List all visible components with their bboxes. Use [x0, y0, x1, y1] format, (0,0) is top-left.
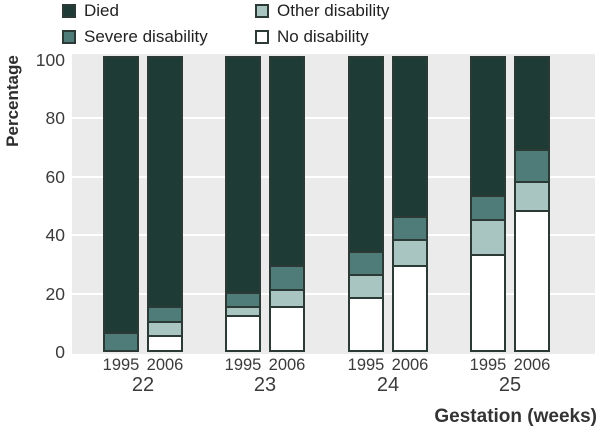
bar-23-1995	[225, 56, 261, 352]
segment-no_disability	[271, 306, 303, 350]
y-tick-label-40: 40	[45, 225, 65, 246]
segment-no_disability	[149, 335, 181, 350]
plot-area	[72, 54, 595, 354]
bar-22-2006	[147, 56, 183, 352]
legend-label-died: Died	[84, 1, 119, 20]
gridline-40	[72, 234, 595, 237]
bar-24-2006	[392, 56, 428, 352]
legend-label-severe-disability: Severe disability	[84, 27, 208, 46]
x-axis-title: Gestation (weeks)	[434, 406, 597, 427]
segment-no_disability	[227, 314, 259, 350]
bar-22-1995	[103, 56, 139, 352]
bar-23-2006	[269, 56, 305, 352]
segment-other_disability	[149, 320, 181, 336]
year-label-25-2006: 2006	[513, 356, 551, 374]
bar-24-1995	[348, 56, 384, 352]
segment-no_disability	[472, 253, 504, 350]
gridline-60	[72, 175, 595, 178]
segment-other_disability	[394, 239, 426, 266]
y-tick-label-60: 60	[45, 166, 65, 187]
year-label-23-1995: 1995	[224, 356, 262, 374]
segment-other_disability	[516, 180, 548, 210]
legend-item-severe-disability: Severe disability	[62, 27, 208, 46]
year-label-25-1995: 1995	[469, 356, 507, 374]
week-label-24: 24	[376, 374, 400, 396]
bar-25-2006	[514, 56, 550, 352]
segment-no_disability	[516, 209, 548, 350]
segment-other_disability	[472, 218, 504, 254]
severe-disability-swatch-icon	[62, 30, 76, 44]
year-label-22-1995: 1995	[102, 356, 140, 374]
segment-severe_disability	[472, 195, 504, 219]
died-swatch-icon	[62, 4, 76, 18]
y-tick-label-0: 0	[55, 342, 65, 362]
segment-no_disability	[350, 297, 382, 350]
segment-severe_disability	[105, 332, 137, 350]
year-label-23-2006: 2006	[268, 356, 306, 374]
week-label-22: 22	[131, 374, 155, 396]
legend-item-died: Died	[62, 1, 119, 20]
week-label-23: 23	[253, 374, 277, 396]
segment-no_disability	[394, 265, 426, 350]
week-label-25: 25	[498, 374, 522, 396]
other-disability-swatch-icon	[255, 4, 269, 18]
legend-label-no-disability: No disability	[277, 27, 369, 46]
segment-other_disability	[271, 288, 303, 307]
segment-severe_disability	[350, 250, 382, 275]
segment-severe_disability	[394, 215, 426, 240]
segment-severe_disability	[516, 148, 548, 181]
legend-item-no-disability: No disability	[255, 27, 369, 46]
year-label-22-2006: 2006	[146, 356, 184, 374]
segment-severe_disability	[227, 291, 259, 307]
legend-item-other-disability: Other disability	[255, 1, 390, 20]
y-tick-label-20: 20	[45, 283, 65, 304]
y-tick-label-80: 80	[45, 108, 65, 129]
y-tick-label-100: 100	[35, 50, 65, 70]
segment-other_disability	[350, 274, 382, 298]
year-label-24-2006: 2006	[391, 356, 429, 374]
no-disability-swatch-icon	[255, 30, 269, 44]
segment-other_disability	[227, 306, 259, 315]
legend-label-other-disability: Other disability	[277, 1, 390, 20]
segment-severe_disability	[149, 306, 181, 321]
gridline-80	[72, 117, 595, 120]
segment-severe_disability	[271, 265, 303, 289]
year-label-24-1995: 1995	[347, 356, 385, 374]
bar-25-1995	[470, 56, 506, 352]
gridline-20	[72, 292, 595, 295]
